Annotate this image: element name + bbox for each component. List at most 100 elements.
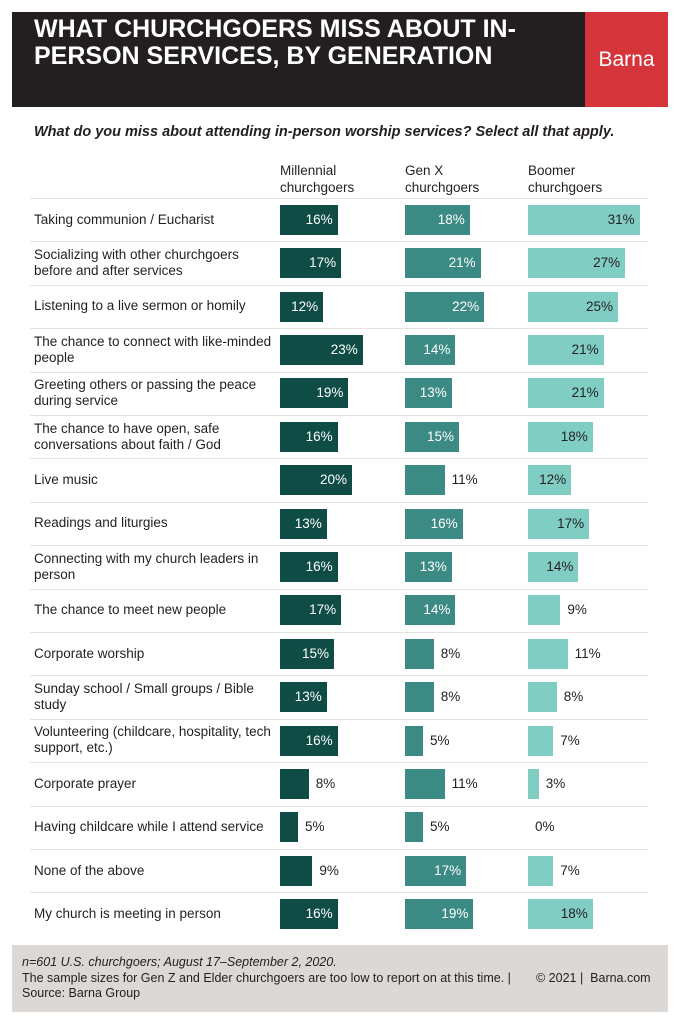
footer-credit: © 2021 | Barna.com — [536, 971, 651, 985]
value-label: 13% — [294, 689, 322, 705]
row-divider — [30, 415, 648, 459]
row-divider — [30, 588, 648, 633]
bar — [528, 291, 618, 322]
footer: n=601 U.S. churchgoers; August 17–Septem… — [12, 945, 668, 1012]
category-label: Socializing with other churchgoers befor… — [34, 247, 239, 279]
row-divider — [30, 501, 648, 546]
row-divider — [30, 458, 648, 502]
value-label: 16% — [430, 515, 458, 531]
value-label: 5% — [305, 819, 325, 835]
bar — [528, 595, 561, 626]
value-label: 19% — [441, 906, 469, 922]
bar — [280, 899, 338, 930]
bar — [528, 899, 593, 930]
bar — [280, 855, 313, 886]
bar — [405, 291, 485, 322]
bar — [405, 421, 459, 452]
bar — [405, 855, 467, 886]
bar — [405, 204, 470, 235]
bar — [528, 204, 640, 235]
bar — [405, 682, 434, 713]
bar — [405, 638, 434, 669]
category-label: None of the above — [34, 862, 145, 878]
category-label: Corporate worship — [34, 645, 145, 661]
row-divider — [30, 718, 648, 763]
bar — [280, 204, 338, 235]
value-label: 31% — [607, 211, 635, 227]
value-label: 11% — [451, 472, 478, 488]
category-label: Volunteering (childcare, hospitality, te… — [34, 724, 271, 756]
bar — [280, 725, 338, 756]
bar — [528, 508, 590, 539]
series-header: Gen X churchgoers — [405, 163, 480, 195]
bar — [405, 248, 481, 279]
value-label: 12% — [539, 472, 567, 488]
value-label: 20% — [319, 472, 347, 488]
value-label: 21% — [448, 255, 476, 271]
value-label: 18% — [560, 906, 588, 922]
value-label: 8% — [315, 775, 336, 791]
bar — [280, 812, 298, 843]
bar — [280, 421, 338, 452]
value-label: 13% — [294, 515, 322, 531]
category-label: Live music — [34, 472, 98, 488]
value-label: 14% — [423, 341, 451, 357]
value-label: 5% — [430, 819, 450, 835]
value-label: 21% — [571, 385, 599, 401]
value-label: 7% — [560, 862, 580, 878]
category-label: The chance to have open, safe conversati… — [34, 420, 221, 452]
value-label: 18% — [437, 211, 465, 227]
category-label: Connecting with my church leaders in per… — [34, 550, 259, 582]
row-divider — [30, 892, 648, 936]
value-label: 13% — [419, 385, 447, 401]
bar — [405, 378, 452, 409]
value-label: 17% — [309, 602, 337, 618]
value-label: 8% — [440, 689, 461, 705]
bar — [405, 899, 474, 930]
category-label: My church is meeting in person — [34, 906, 221, 922]
value-label: 3% — [545, 775, 566, 791]
bar — [280, 508, 327, 539]
bar — [528, 768, 539, 799]
row-divider — [30, 371, 648, 416]
bar — [405, 508, 463, 539]
bar — [280, 595, 342, 626]
bar — [280, 638, 334, 669]
value-label: 9% — [319, 862, 339, 878]
value-label: 27% — [593, 255, 621, 271]
value-label: 15% — [301, 645, 329, 661]
chart-title: WHAT CHURCHGOERS MISS ABOUT IN-PERSON SE… — [34, 15, 516, 70]
value-label: 17% — [309, 255, 337, 271]
bar — [528, 725, 554, 756]
row-divider — [30, 328, 648, 372]
value-label: 15% — [426, 428, 454, 444]
bar — [280, 291, 324, 322]
value-label: 16% — [305, 428, 333, 444]
category-label: The chance to meet new people — [34, 602, 227, 618]
title-band: WHAT CHURCHGOERS MISS ABOUT IN-PERSON SE… — [12, 12, 585, 107]
bar — [528, 638, 568, 669]
bar — [405, 465, 445, 496]
bar — [405, 812, 423, 843]
bar — [405, 595, 456, 626]
category-label: Sunday school / Small groups / Bible stu… — [34, 681, 254, 713]
bar — [280, 551, 338, 582]
value-label: 0% — [535, 819, 555, 835]
bar — [405, 725, 423, 756]
value-label: 22% — [452, 298, 480, 314]
bar — [528, 248, 626, 279]
value-label: 9% — [567, 602, 587, 618]
footer-note: n=601 U.S. churchgoers; August 17–Septem… — [22, 955, 337, 969]
row-divider — [30, 675, 648, 719]
category-label: Greeting others or passing the peace dur… — [34, 377, 257, 409]
row-divider — [30, 198, 648, 242]
row-divider — [30, 545, 648, 589]
value-label: 11% — [574, 645, 601, 661]
value-label: 19% — [316, 385, 344, 401]
footer-source: The sample sizes for Gen Z and Elder chu… — [22, 971, 511, 1000]
brand-logo: Barna — [585, 12, 668, 107]
category-label: Taking communion / Eucharist — [34, 211, 215, 227]
value-label: 5% — [430, 732, 450, 748]
series-header: Millennial churchgoers — [280, 163, 355, 195]
category-label: Readings and liturgies — [34, 515, 168, 531]
